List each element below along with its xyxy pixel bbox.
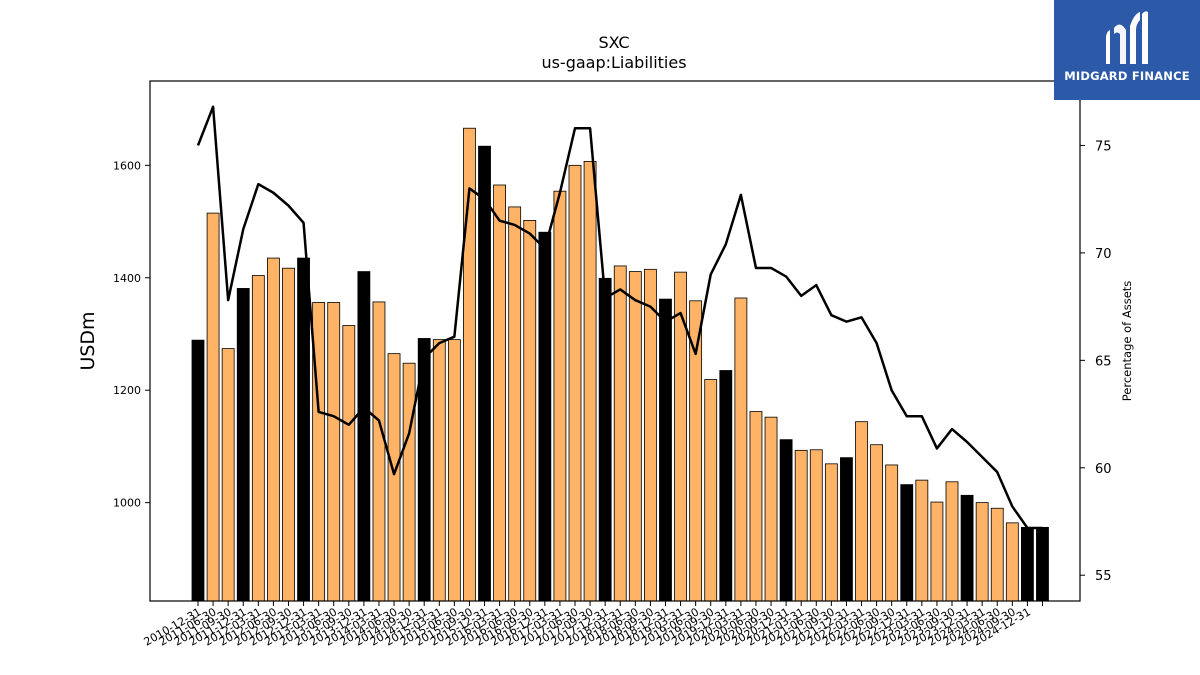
- line-group: [196, 105, 1043, 530]
- bar-2015-03-31: [447, 339, 461, 602]
- bar-2022-03-31: [870, 444, 883, 602]
- bar-2021-06-30: [824, 463, 838, 602]
- y2-tick-label: 65: [1095, 354, 1112, 369]
- y2-tick-label: 60: [1095, 462, 1112, 477]
- chart-subtitle: us-gaap:Liabilities: [541, 53, 686, 72]
- bar-2013-12-31: [372, 301, 386, 602]
- bar-2015-12-31: [493, 184, 507, 602]
- bar-2024-12-31: [1036, 526, 1049, 602]
- bar-2017-06-30: [583, 160, 597, 602]
- y-axis-label: USDm: [77, 311, 99, 370]
- plot-frame: [149, 80, 1081, 602]
- bar-2013-09-30: [357, 271, 371, 602]
- y-tick-label: 1000: [113, 497, 141, 510]
- bar-2021-09-30: [840, 457, 853, 602]
- bar-2010-12-31: [191, 339, 205, 602]
- bar-2020-03-31: [749, 411, 763, 602]
- bar-2022-06-30: [885, 464, 899, 602]
- bar-2020-06-30: [764, 416, 778, 602]
- bar-2020-09-30: [779, 439, 793, 602]
- bar-2017-12-31: [613, 265, 627, 602]
- y-tick-label: 1400: [113, 272, 141, 285]
- bar-2023-12-31: [975, 502, 989, 602]
- bar-2024-06-30: [1005, 522, 1019, 602]
- bar-2023-06-30: [945, 481, 959, 602]
- bar-2019-06-30: [704, 379, 718, 602]
- bar-2018-09-30: [659, 298, 672, 602]
- bar-2018-06-30: [644, 268, 657, 602]
- y2-tick-label: 55: [1095, 569, 1112, 584]
- bar-2022-09-30: [900, 484, 914, 602]
- bar-2013-06-30: [342, 325, 356, 602]
- bar-2024-03-31: [990, 507, 1004, 602]
- axes-group: 100012001400160055606570752010-12-312011…: [113, 139, 1112, 648]
- bar-group: [191, 127, 1049, 602]
- percentage-line: [196, 105, 1043, 530]
- bar-2016-06-30: [523, 220, 537, 602]
- bar-2024-09-30: [1021, 526, 1034, 602]
- y-tick-label: 1200: [113, 384, 141, 397]
- bar-2011-06-30: [221, 348, 235, 602]
- bar-2012-06-30: [282, 267, 295, 602]
- bar-2011-09-30: [236, 288, 250, 602]
- bar-2020-12-31: [794, 449, 808, 602]
- bar-2016-03-31: [508, 206, 522, 602]
- bar-2011-03-31: [206, 212, 220, 602]
- bar-2021-12-31: [855, 421, 868, 602]
- bar-2021-03-31: [809, 449, 823, 602]
- bar-2012-09-30: [297, 257, 310, 602]
- bar-2017-09-30: [598, 277, 612, 602]
- brand-logo: MIDGARD FINANCE: [1054, 0, 1200, 100]
- y2-axis-label: Percentage of Assets: [1120, 281, 1134, 402]
- bar-2017-03-31: [568, 164, 582, 602]
- midgard-logo-icon: [1106, 11, 1148, 65]
- bar-2023-09-30: [960, 494, 974, 602]
- bar-2016-09-30: [538, 231, 552, 602]
- y-tick-label: 1600: [113, 159, 141, 172]
- bar-2019-12-31: [734, 297, 748, 602]
- bar-2022-12-31: [915, 479, 929, 602]
- bar-2019-09-30: [719, 370, 733, 602]
- bar-2013-03-31: [327, 302, 341, 602]
- bar-2014-06-30: [402, 362, 416, 602]
- bar-2014-03-31: [387, 353, 401, 602]
- bar-2012-03-31: [266, 257, 280, 602]
- bar-2011-12-31: [251, 275, 265, 602]
- brand-logo-text: MIDGARD FINANCE: [1064, 69, 1190, 83]
- bar-2023-03-31: [930, 501, 944, 602]
- chart-title: SXC: [598, 33, 629, 52]
- bar-2016-12-31: [553, 190, 567, 602]
- bar-2014-12-31: [432, 339, 446, 602]
- y2-tick-label: 70: [1095, 247, 1112, 262]
- bar-2018-03-31: [628, 271, 642, 602]
- y2-tick-label: 75: [1095, 139, 1112, 154]
- bar-2015-09-30: [478, 145, 491, 602]
